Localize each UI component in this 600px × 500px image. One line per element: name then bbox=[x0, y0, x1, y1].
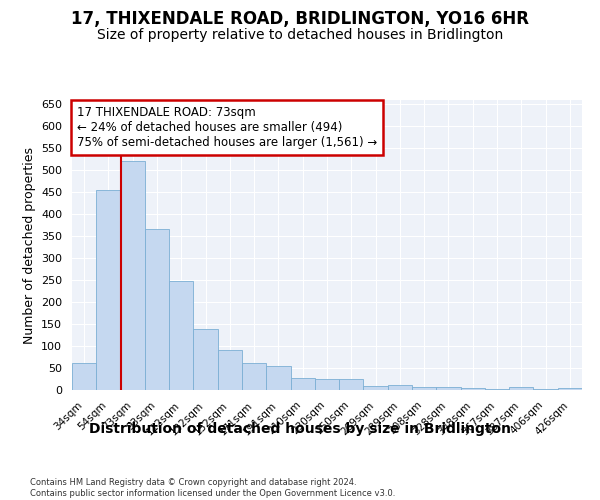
Bar bbox=[461, 388, 485, 390]
Bar bbox=[364, 386, 388, 390]
Bar bbox=[193, 330, 218, 390]
Bar bbox=[485, 389, 509, 390]
Bar bbox=[339, 378, 364, 390]
Bar bbox=[315, 378, 339, 390]
Y-axis label: Number of detached properties: Number of detached properties bbox=[23, 146, 35, 344]
Text: 17 THIXENDALE ROAD: 73sqm
← 24% of detached houses are smaller (494)
75% of semi: 17 THIXENDALE ROAD: 73sqm ← 24% of detac… bbox=[77, 106, 377, 149]
Text: 17, THIXENDALE ROAD, BRIDLINGTON, YO16 6HR: 17, THIXENDALE ROAD, BRIDLINGTON, YO16 6… bbox=[71, 10, 529, 28]
Bar bbox=[558, 388, 582, 390]
Text: Contains HM Land Registry data © Crown copyright and database right 2024.
Contai: Contains HM Land Registry data © Crown c… bbox=[30, 478, 395, 498]
Text: Distribution of detached houses by size in Bridlington: Distribution of detached houses by size … bbox=[89, 422, 511, 436]
Bar bbox=[218, 350, 242, 390]
Bar bbox=[290, 378, 315, 390]
Bar bbox=[388, 384, 412, 390]
Bar bbox=[96, 190, 121, 390]
Bar bbox=[509, 388, 533, 390]
Bar bbox=[169, 281, 193, 390]
Bar bbox=[412, 388, 436, 390]
Bar bbox=[145, 228, 169, 390]
Bar bbox=[436, 388, 461, 390]
Bar bbox=[121, 160, 145, 390]
Bar bbox=[266, 366, 290, 390]
Bar bbox=[242, 363, 266, 390]
Text: Size of property relative to detached houses in Bridlington: Size of property relative to detached ho… bbox=[97, 28, 503, 42]
Bar bbox=[72, 363, 96, 390]
Bar bbox=[533, 389, 558, 390]
